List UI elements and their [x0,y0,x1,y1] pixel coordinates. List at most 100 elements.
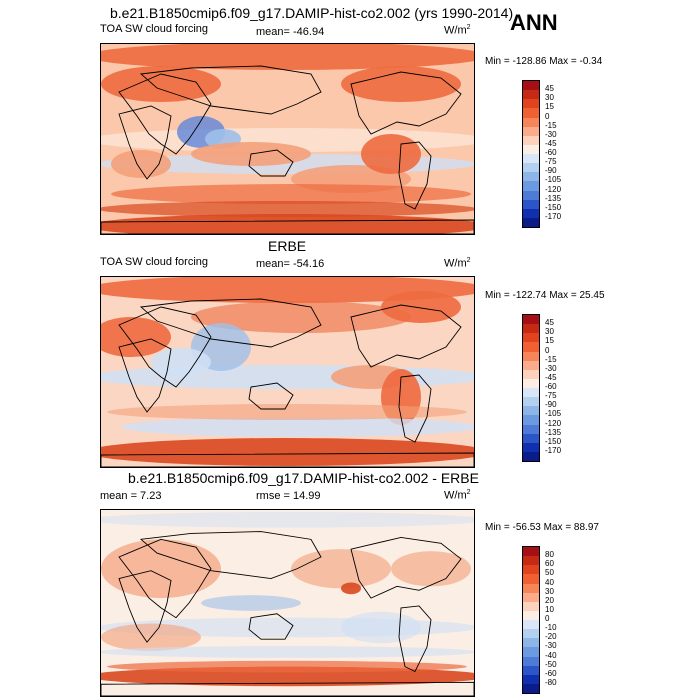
coastline [101,452,474,467]
colorbar-tick-label: -30 [545,363,557,373]
panel2-mean-label: mean= -54.16 [256,258,325,270]
colorbar-tick-label: -90 [545,166,557,176]
colorbar-swatch [523,378,539,388]
colorbar-tick-label: 0 [545,614,550,623]
coastline [118,73,212,155]
colorbar-swatch [523,647,539,657]
season-label: ANN [510,10,558,35]
colorbar-tick-label: -45 [545,138,557,148]
colorbar-tick-label: -170 [545,445,562,455]
coastline [139,65,322,115]
panel1-map [100,43,475,235]
panel1-colorbar [522,80,540,228]
map-field-region [201,595,301,611]
colorbar-tick-label: 30 [545,93,554,103]
colorbar-tick-label: -75 [545,391,557,401]
panel1-colorbar-labels: 45 30 15 0 -15 -30 -45 -60 -75 -90 -105 -120 -135 -15… [545,80,585,226]
map-field [101,510,474,696]
colorbar-tick-label: -60 [545,382,557,391]
coastline [398,605,432,673]
colorbar-swatch [523,351,539,361]
coastline [118,306,212,388]
coastline [101,219,474,234]
colorbar-tick-label: -120 [545,184,562,194]
coastline [350,304,462,368]
colorbar-swatch [523,601,539,611]
coastline [118,105,172,180]
map-field-region [111,150,171,178]
colorbar-swatch [523,172,539,182]
colorbar-tick-label: -120 [545,418,562,428]
colorbar-tick-label: 45 [545,318,554,328]
colorbar-swatch [523,592,539,602]
panel3-heading: b.e21.B1850cmip6.f09_g17.DAMIP-hist-co2.… [128,470,479,486]
panel1-minmax: Min = -128.86 Max = -0.34 [485,56,603,67]
coastline [248,613,294,640]
colorbar-swatch [523,388,539,398]
colorbar-tick-label: -75 [545,157,557,167]
panel2-heading: ERBE [268,238,307,254]
map-field-region [111,184,471,204]
panel1-variable-label: TOA SW cloud forcing [100,23,209,35]
map-field-region [101,66,221,102]
map-field [101,44,474,234]
panel3-mean-label: mean = 7.23 [100,490,162,502]
colorbar-tick-label: -60 [545,668,557,678]
map-field-region [101,44,474,70]
panel3-map [100,509,475,697]
map-field-region [291,549,391,589]
colorbar-tick-label: 40 [545,577,554,587]
map-field-region [361,134,421,174]
colorbar-swatch [523,126,539,136]
colorbar-swatch [523,208,539,218]
colorbar-tick-label: 30 [545,327,554,337]
colorbar-swatch [523,199,539,209]
map-field-region [107,404,467,420]
map-field-region [101,317,171,357]
panel2-minmax: Min = -122.74 Max = 25.45 [485,290,605,301]
panel3-colorbar-labels: 80 60 50 40 30 20 10 0 -10 -20 -30 -40 -50 -60 -80 [545,546,585,692]
colorbar-tick-label: 15 [545,336,554,346]
colorbar-swatch [523,583,539,593]
colorbar-swatch [523,674,539,684]
colorbar-tick-label: -170 [545,211,562,221]
map-field-region [107,660,467,673]
colorbar-swatch [523,629,539,639]
panel1-units: W/m2 [444,24,471,37]
map-field-region [191,301,411,333]
colorbar-swatch [523,369,539,379]
map-field-region [341,611,421,644]
colorbar-swatch [523,656,539,666]
coastline [350,536,462,599]
colorbar-tick-label: -50 [545,659,557,669]
colorbar-swatch [523,451,539,461]
colorbar-tick-label: 10 [545,604,554,614]
colorbar-swatch [523,163,539,173]
colorbar-tick-label: -30 [545,129,557,139]
colorbar-tick-label: -15 [545,354,557,364]
colorbar-tick-label: -45 [545,372,557,382]
colorbar-tick-label: -30 [545,641,557,651]
colorbar-swatch [523,81,539,91]
colorbar-swatch [523,424,539,434]
map-field-region [101,214,474,234]
colorbar-swatch [523,620,539,630]
map-field-region [121,417,474,437]
colorbar-swatch [523,442,539,452]
panel3-rmse-label: rmse = 14.99 [256,490,321,502]
coastline [398,374,432,443]
colorbar-tick-label: -105 [545,175,562,185]
panel1-mean-label: mean= -46.94 [256,26,325,38]
colorbar-swatch [523,610,539,620]
colorbar-tick-label: -60 [545,148,557,157]
colorbar-swatch [523,360,539,370]
colorbar-tick-label: -135 [545,193,562,203]
colorbar-swatch [523,135,539,145]
panel2-map [100,276,475,468]
coastline [118,570,172,643]
colorbar-swatch [523,324,539,334]
colorbar-swatch [523,181,539,191]
colorbar-swatch [523,433,539,443]
colorbar-swatch [523,397,539,407]
colorbar-tick-label: -20 [545,632,557,642]
